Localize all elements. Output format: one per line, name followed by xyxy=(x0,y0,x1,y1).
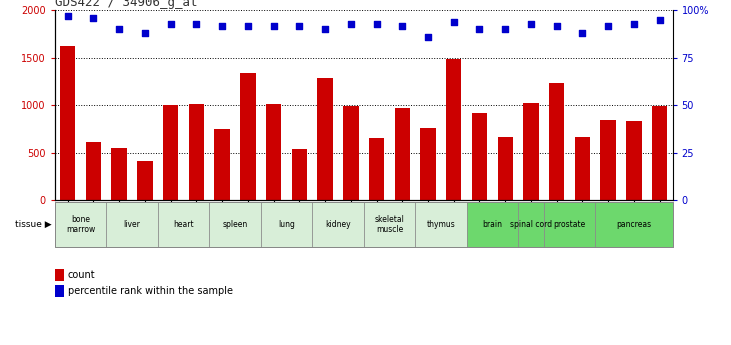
Bar xyxy=(266,104,281,200)
Text: thymus: thymus xyxy=(426,220,455,229)
Bar xyxy=(395,108,410,200)
Text: lung: lung xyxy=(278,220,295,229)
Point xyxy=(139,30,151,36)
Bar xyxy=(106,202,158,247)
Point xyxy=(268,23,279,28)
Bar xyxy=(137,161,153,200)
Text: spleen: spleen xyxy=(222,220,248,229)
Bar xyxy=(498,138,513,200)
Point xyxy=(499,27,511,32)
Point xyxy=(242,23,254,28)
Point xyxy=(551,23,563,28)
Text: prostate: prostate xyxy=(553,220,586,229)
Bar xyxy=(60,47,75,200)
Point xyxy=(577,30,588,36)
Bar xyxy=(363,202,415,247)
Bar xyxy=(471,113,487,200)
Bar xyxy=(292,149,307,200)
Bar xyxy=(595,202,673,247)
Point xyxy=(474,27,485,32)
Text: tissue ▶: tissue ▶ xyxy=(15,220,51,229)
Point xyxy=(602,23,614,28)
Bar xyxy=(575,137,590,200)
Point xyxy=(113,27,125,32)
Point xyxy=(345,21,357,27)
Bar xyxy=(86,142,101,200)
Bar xyxy=(369,138,385,200)
Bar xyxy=(523,104,539,200)
Point xyxy=(525,21,537,27)
Bar xyxy=(312,202,363,247)
Point xyxy=(216,23,228,28)
Bar xyxy=(544,202,595,247)
Text: skeletal
muscle: skeletal muscle xyxy=(374,215,404,234)
Bar xyxy=(209,202,261,247)
Text: GDS422 / 34906_g_at: GDS422 / 34906_g_at xyxy=(55,0,197,9)
Bar xyxy=(652,106,667,200)
Text: percentile rank within the sample: percentile rank within the sample xyxy=(68,286,233,296)
Point xyxy=(423,34,434,40)
Text: liver: liver xyxy=(124,220,140,229)
Point xyxy=(88,15,99,21)
Bar xyxy=(415,202,466,247)
Text: heart: heart xyxy=(173,220,194,229)
Point xyxy=(628,21,640,27)
Bar xyxy=(626,121,642,200)
Text: bone
marrow: bone marrow xyxy=(66,215,95,234)
Bar xyxy=(240,73,256,200)
Point xyxy=(319,27,331,32)
Bar xyxy=(317,78,333,200)
Point xyxy=(191,21,202,27)
Bar xyxy=(214,129,230,200)
Bar xyxy=(55,202,106,247)
Bar xyxy=(111,148,127,200)
Bar xyxy=(163,105,178,200)
Bar xyxy=(261,202,312,247)
Bar xyxy=(446,59,461,200)
Text: spinal cord: spinal cord xyxy=(510,220,552,229)
Point xyxy=(164,21,176,27)
Bar xyxy=(600,120,616,200)
Bar xyxy=(518,202,544,247)
Bar xyxy=(189,104,204,200)
Bar xyxy=(420,128,436,200)
Bar xyxy=(158,202,209,247)
Point xyxy=(448,19,460,24)
Point xyxy=(371,21,382,27)
Text: brain: brain xyxy=(482,220,502,229)
Text: pancreas: pancreas xyxy=(616,220,651,229)
Text: count: count xyxy=(68,270,96,280)
Bar xyxy=(343,106,358,200)
Text: kidney: kidney xyxy=(325,220,351,229)
Bar xyxy=(466,202,518,247)
Point xyxy=(293,23,305,28)
Point xyxy=(396,23,408,28)
Point xyxy=(654,17,665,22)
Bar xyxy=(549,83,564,200)
Point xyxy=(62,13,74,19)
